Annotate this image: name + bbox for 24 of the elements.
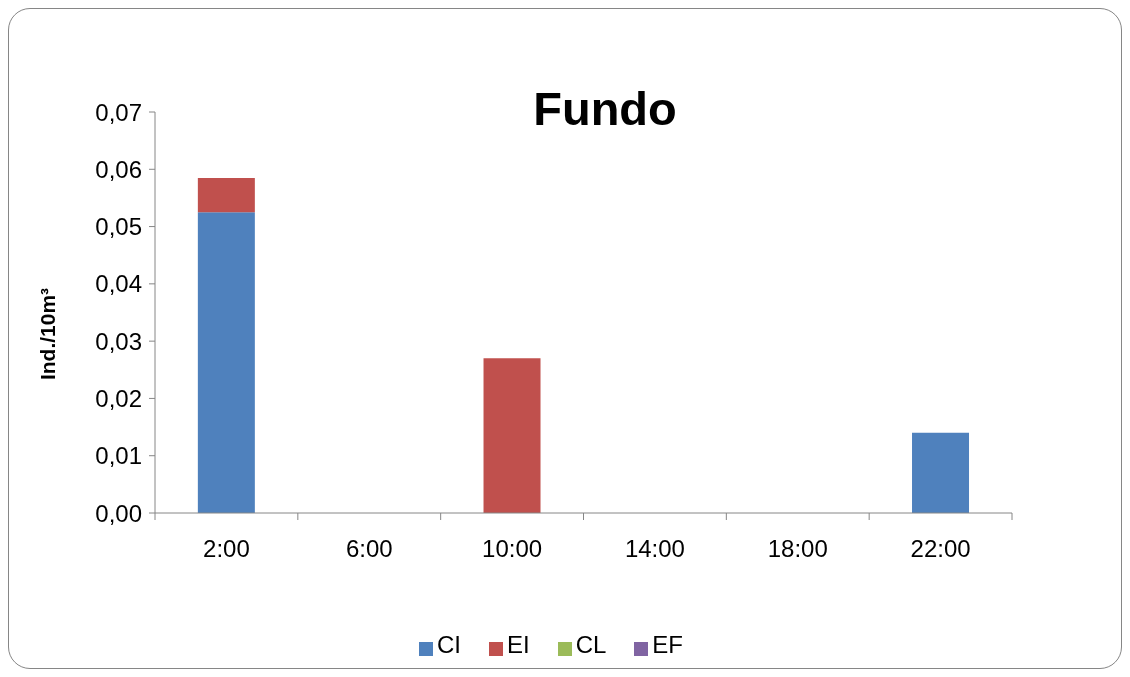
legend-label: EF — [652, 631, 684, 658]
x-tick-label: 18:00 — [767, 535, 828, 562]
legend-label: CL — [575, 631, 607, 658]
x-tick-label: 10:00 — [482, 535, 543, 562]
bar — [912, 432, 970, 513]
y-tick-label: 0,07 — [95, 98, 142, 126]
y-axis-title: Ind./10m³ — [36, 287, 60, 381]
bar — [483, 358, 541, 513]
y-tick-label: 0,01 — [95, 442, 142, 470]
chart-title: Fundo — [533, 80, 677, 136]
x-tick-label: 22:00 — [910, 535, 971, 562]
x-tick-label: 14:00 — [624, 535, 685, 562]
x-tick-label: 2:00 — [203, 535, 250, 562]
legend-label: CI — [436, 631, 461, 658]
bar — [197, 177, 255, 213]
y-tick-label: 0,00 — [95, 499, 142, 527]
y-tick-label: 0,05 — [95, 213, 142, 241]
bar — [197, 212, 255, 513]
x-tick-label: 6:00 — [345, 535, 393, 562]
y-tick-label: 0,03 — [95, 327, 142, 355]
legend-label: EI — [506, 631, 530, 658]
y-tick-label: 0,02 — [95, 384, 142, 412]
y-tick-label: 0,04 — [95, 270, 142, 298]
y-tick-label: 0,06 — [95, 155, 142, 183]
